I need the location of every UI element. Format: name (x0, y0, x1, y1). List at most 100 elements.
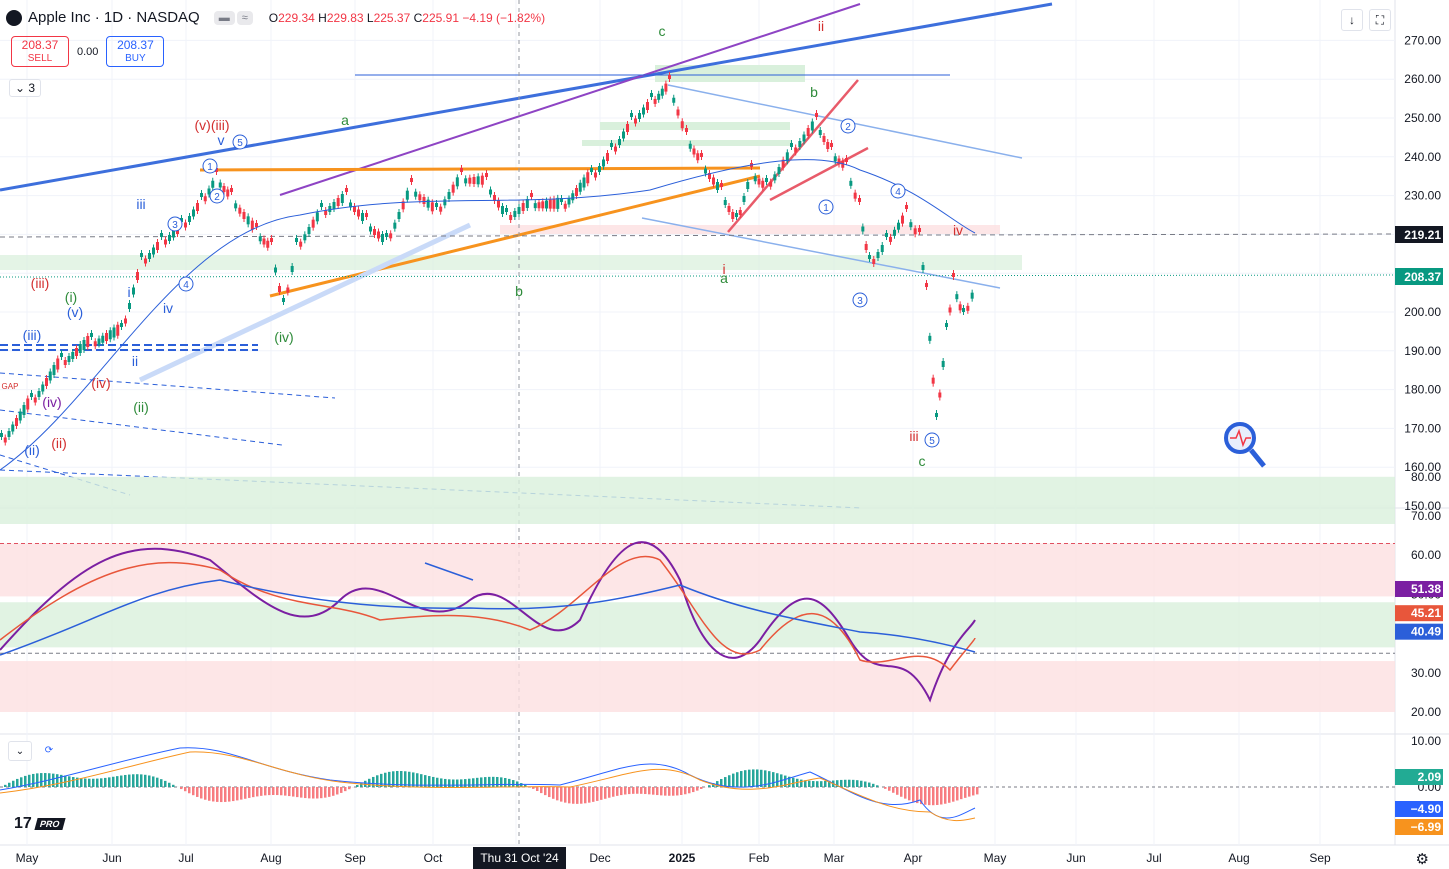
macd-histogram-bar (264, 787, 267, 796)
candle-body (700, 153, 703, 157)
macd-histogram-bar (584, 787, 587, 804)
fib-line (138, 222, 472, 383)
candle-body (966, 305, 970, 311)
sell-button[interactable]: 208.37 SELL (11, 36, 69, 67)
macd-histogram-bar (820, 781, 823, 787)
macd-histogram-bar (472, 778, 475, 787)
wave-label: ii (818, 18, 824, 34)
candle-body (156, 242, 159, 250)
macd-histogram-bar (916, 787, 919, 804)
crosshair-date-label: Thu 31 Oct '24 (473, 847, 566, 869)
spread-value: 0.00 (77, 45, 99, 58)
circled-wave-marker (178, 276, 194, 292)
macd-histogram-bar (568, 787, 571, 804)
candle-body (567, 198, 571, 205)
candle-body (868, 255, 871, 259)
low-label: L (366, 10, 374, 25)
macd-histogram-bar (248, 787, 251, 798)
candle-body (144, 258, 147, 264)
buy-button[interactable]: 208.37 BUY (106, 36, 165, 67)
macd-histogram-bar (876, 785, 879, 787)
macd-histogram-bar (700, 787, 703, 789)
macd-tick-label: 10.00 (1411, 734, 1441, 748)
chart-header: Apple Inc · 1D · NASDAQ ▬ ≈ O229.34 H229… (6, 9, 545, 26)
macd-histogram-bar (108, 777, 111, 787)
collapse-icon[interactable]: ↓ (1341, 9, 1363, 31)
time-tick-label: Aug (1228, 851, 1249, 865)
macd-histogram-bar (752, 769, 755, 787)
macd-histogram-bar (740, 771, 743, 787)
macd-histogram-bar (192, 787, 195, 796)
macd-histogram-bar (476, 777, 479, 787)
indicators-toggle[interactable]: ⌄ 3 (9, 79, 42, 97)
candle-body (720, 183, 723, 187)
macd-histogram-bar (488, 776, 491, 787)
candle-body (246, 216, 250, 225)
candle-body (586, 172, 590, 184)
time-tick-label: Feb (749, 851, 770, 865)
macd-histogram-bar (272, 787, 275, 795)
time-tick-label: Jul (178, 851, 193, 865)
candle-body (582, 177, 586, 188)
pro-badge: PRO (34, 818, 65, 830)
macd-histogram-bar (596, 787, 599, 801)
macd-histogram-bar (812, 781, 815, 787)
wave-label: c (919, 453, 926, 469)
time-tick-label: May (984, 851, 1007, 865)
candle-body (152, 247, 155, 255)
macd-histogram-bar (384, 772, 387, 787)
last-price-line (0, 274, 1396, 278)
chevron-down-icon[interactable]: ⌄ (8, 741, 32, 761)
candle-body (18, 411, 22, 421)
candle-body (614, 146, 617, 152)
macd-histogram-bar (828, 780, 831, 787)
macd-histogram-bar (852, 779, 855, 787)
macd-histogram-bar (100, 778, 103, 787)
settings-icon[interactable]: ⚙ (1415, 851, 1429, 868)
wave-label: (iv) (42, 394, 61, 410)
macd-histogram-bar (784, 775, 787, 787)
compare-icon[interactable]: ≈ (236, 10, 253, 25)
candle-body (345, 188, 348, 192)
candle-body (385, 233, 388, 237)
candle-body (311, 219, 315, 228)
rsi-line (0, 541, 976, 703)
macd-histogram-bar (900, 787, 903, 797)
candle-body (22, 405, 26, 415)
macd-histogram-bar (972, 787, 975, 796)
macd-histogram-bar (232, 787, 235, 802)
candle-body (925, 283, 928, 287)
time-tick-label: Oct (424, 851, 443, 865)
candle-body (480, 175, 484, 185)
fullscreen-icon[interactable]: ⛶ (1369, 9, 1391, 31)
candle-body (168, 235, 171, 241)
candle-body (101, 335, 105, 343)
macd-histogram-bar (204, 787, 207, 800)
price-tick-label: 160.00 (1404, 460, 1441, 474)
candle-body (340, 194, 344, 203)
candle-body (757, 178, 761, 185)
candle-body (218, 182, 222, 188)
circled-wave-marker (209, 188, 225, 204)
magnifier-icon (1224, 422, 1256, 454)
circled-wave-marker (202, 158, 218, 174)
circled-wave-label: 2 (845, 122, 851, 133)
open-value: 229.34 (278, 10, 315, 25)
candle-body (830, 143, 833, 147)
refresh-icon[interactable]: ⟳ (38, 741, 60, 759)
macd-histogram-bar (484, 777, 487, 787)
macd-histogram-bar (292, 787, 295, 797)
rsi-tick-label: 80.00 (1411, 470, 1441, 484)
time-tick-label: May (16, 851, 39, 865)
candle-body (90, 333, 93, 337)
candle-body (460, 168, 463, 172)
candle-body (545, 200, 548, 209)
symbol-title[interactable]: Apple Inc · 1D · NASDAQ (28, 9, 200, 26)
candle-body (353, 206, 356, 212)
data-mode-icon[interactable]: ▬ (213, 10, 235, 25)
candle-body (324, 210, 328, 215)
wave-label: b (515, 283, 523, 299)
candle-body (680, 121, 684, 129)
candle-body (845, 158, 848, 162)
